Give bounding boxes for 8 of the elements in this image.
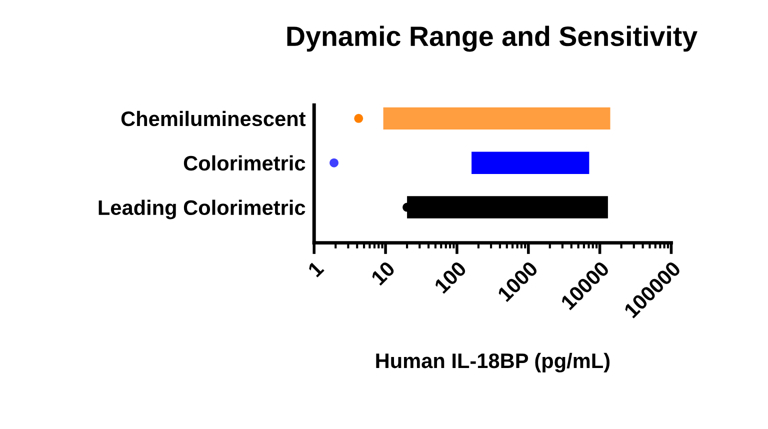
x-tick-label: 1 — [307, 260, 324, 278]
x-tick-label: 10 — [370, 260, 396, 286]
y-tick-label: Leading Colorimetric — [98, 200, 306, 220]
x-tick-label: 100 — [434, 260, 468, 294]
x-axis-title: Human IL-18BP (pg/mL) — [376, 352, 610, 372]
y-tick-label: Chemiluminescent — [121, 110, 306, 126]
chart-title: Dynamic Range and Sensitivity — [287, 26, 698, 52]
y-tick-label: Colorimetric — [184, 155, 306, 171]
